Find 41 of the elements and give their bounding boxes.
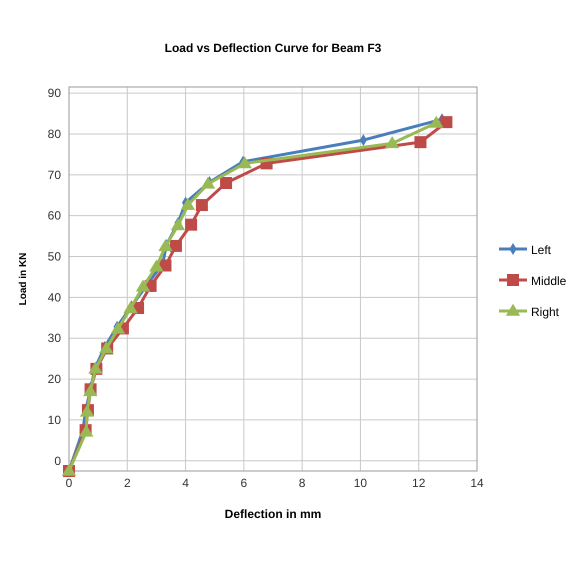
point (414, 136, 426, 148)
point (170, 240, 182, 252)
y-tick-label: 50 (48, 250, 62, 264)
y-tick-label: 70 (48, 168, 62, 182)
point (185, 218, 198, 231)
x-tick-label: 2 (124, 476, 131, 490)
y-tick-label: 60 (48, 208, 62, 223)
x-tick-label: 8 (298, 476, 306, 490)
point (149, 260, 164, 272)
y-axis-title: Load in KN (18, 252, 29, 306)
x-axis-title: Deflection in mm (224, 507, 322, 521)
x-tick-label: 6 (240, 476, 248, 490)
x-tick-label: 14 (470, 476, 484, 490)
y-tick-label: 30 (48, 331, 62, 346)
legend-label: Middle (531, 274, 567, 288)
y-tick-label: 40 (48, 290, 62, 304)
point (196, 199, 208, 212)
point (440, 116, 452, 128)
point (200, 176, 216, 189)
x-tick-label: 0 (66, 476, 73, 490)
point (170, 218, 186, 230)
chart-title: Load vs Deflection Curve for Beam F3 (164, 41, 382, 55)
y-tick-label: 80 (48, 126, 62, 141)
point (136, 280, 150, 292)
point (158, 239, 173, 252)
point (429, 116, 444, 128)
point (110, 322, 126, 334)
point (180, 198, 196, 210)
point (238, 156, 252, 168)
legend-label: Right (531, 305, 560, 319)
point (123, 301, 138, 314)
x-tick-label: 12 (412, 476, 426, 490)
y-tick-label: 10 (48, 412, 62, 427)
legend-label: Left (531, 243, 552, 257)
point (384, 136, 400, 148)
point (220, 177, 232, 189)
y-tick-label: 90 (48, 86, 62, 100)
y-tick-label: 0 (54, 454, 62, 468)
x-tick-label: 10 (354, 476, 368, 490)
x-tick-label: 4 (182, 476, 190, 490)
y-tick-label: 20 (48, 372, 62, 386)
